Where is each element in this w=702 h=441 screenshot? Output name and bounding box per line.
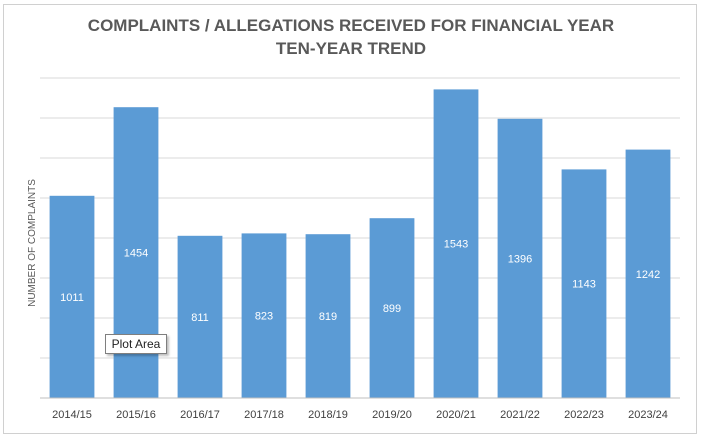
chart-title: COMPLAINTS / ALLEGATIONS RECEIVED FOR FI… (0, 14, 702, 60)
x-tick-label: 2021/22 (500, 409, 540, 421)
data-label: 1454 (124, 248, 148, 260)
x-tick-label: 2017/18 (244, 409, 284, 421)
plot-area-tooltip: Plot Area (105, 334, 167, 354)
x-tick-label: 2022/23 (564, 409, 604, 421)
data-label: 1011 (60, 292, 84, 304)
data-label: 899 (383, 303, 401, 315)
data-label: 1543 (444, 239, 468, 251)
x-tick-label: 2016/17 (180, 409, 220, 421)
bar-2020-21[interactable] (433, 89, 479, 399)
data-label: 1143 (572, 279, 596, 291)
bar-2022-23[interactable] (561, 169, 607, 398)
x-axis-tick-labels: 2014/15 2015/16 2016/17 2017/18 2018/19 2019/… (52, 409, 668, 421)
y-axis-title: NUMBER OF COMPLAINTS (27, 179, 38, 307)
bar-2023-24[interactable] (625, 149, 671, 398)
bars (49, 89, 671, 399)
chart-title-line-1: COMPLAINTS / ALLEGATIONS RECEIVED FOR FI… (87, 16, 615, 35)
bar-2014-15[interactable] (49, 195, 95, 398)
data-label: 819 (319, 311, 337, 323)
x-tick-label: 2020/21 (436, 409, 476, 421)
x-tick-label: 2018/19 (308, 409, 348, 421)
data-label: 1396 (508, 253, 532, 265)
x-tick-label: 2023/24 (628, 409, 668, 421)
data-labels: 1011 1454 811 823 819 899 1543 1396 1143 1242 (60, 239, 660, 324)
bar-2017-18[interactable] (241, 233, 287, 398)
data-label: 1242 (636, 269, 660, 281)
x-tick-label: 2019/20 (372, 409, 412, 421)
x-tick-label: 2015/16 (116, 409, 156, 421)
bar-2019-20[interactable] (369, 218, 415, 398)
chart-title-line-2: TEN-YEAR TREND (275, 39, 427, 58)
bar-2021-22[interactable] (497, 118, 543, 399)
bar-2018-19[interactable] (305, 234, 351, 398)
data-label: 811 (191, 312, 209, 324)
x-tick-label: 2014/15 (52, 409, 92, 421)
data-label: 823 (255, 311, 273, 323)
bar-2016-17[interactable] (177, 235, 223, 398)
